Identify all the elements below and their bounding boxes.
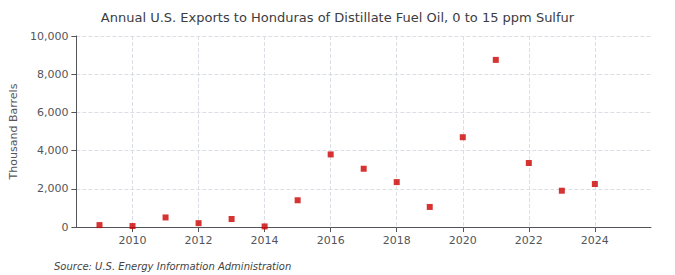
svg-text:Annual U.S. Exports to Hondura: Annual U.S. Exports to Honduras of Disti… — [101, 10, 575, 25]
svg-text:0: 0 — [61, 221, 68, 234]
svg-text:2012: 2012 — [185, 234, 213, 247]
svg-text:2010: 2010 — [119, 234, 147, 247]
svg-text:4,000: 4,000 — [37, 144, 69, 157]
svg-text:2016: 2016 — [317, 234, 345, 247]
svg-text:2020: 2020 — [449, 234, 477, 247]
svg-text:2,000: 2,000 — [37, 182, 69, 195]
svg-text:2022: 2022 — [515, 234, 543, 247]
svg-text:Thousand Barrels: Thousand Barrels — [7, 83, 20, 180]
svg-text:6,000: 6,000 — [37, 106, 69, 119]
svg-text:2018: 2018 — [383, 234, 411, 247]
svg-text:2024: 2024 — [581, 234, 609, 247]
svg-text:Source: U.S. Energy Informatio: Source: U.S. Energy Information Administ… — [54, 261, 291, 272]
svg-text:2014: 2014 — [251, 234, 279, 247]
svg-text:10,000: 10,000 — [30, 30, 69, 43]
svg-text:8,000: 8,000 — [37, 68, 69, 81]
